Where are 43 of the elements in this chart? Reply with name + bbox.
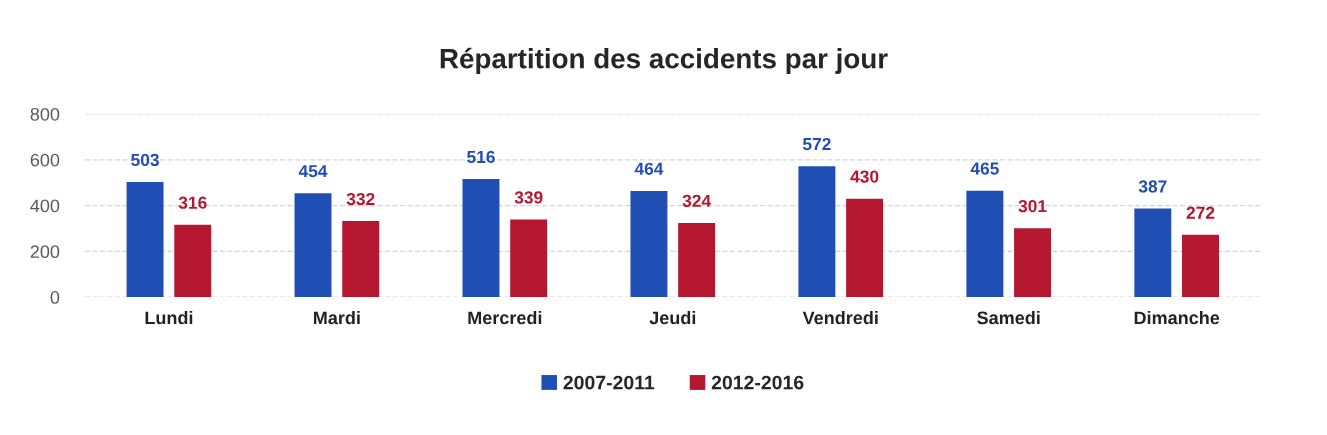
- data-label: 430: [850, 170, 879, 183]
- bar: [798, 166, 836, 298]
- y-tick-label: 0: [50, 291, 60, 304]
- legend-label: 2012-2016: [711, 375, 804, 390]
- data-label: 387: [1138, 180, 1167, 193]
- y-tick-label: 400: [30, 199, 60, 213]
- bar: [294, 193, 332, 298]
- y-tick-label: 600: [30, 153, 60, 167]
- bar: [462, 178, 500, 298]
- data-label: 324: [682, 194, 712, 208]
- x-tick-label: Dimanche: [1134, 310, 1220, 325]
- data-label: 301: [1018, 199, 1047, 213]
- bar: [510, 219, 548, 298]
- bar: [630, 190, 668, 298]
- data-label: 464: [634, 162, 664, 175]
- bar: [1134, 208, 1172, 298]
- data-label: 516: [467, 150, 495, 164]
- bar: [174, 224, 212, 298]
- x-tick-label: Mercredi: [468, 310, 542, 325]
- bar: [678, 222, 716, 298]
- y-tick-label: 200: [30, 245, 60, 259]
- bar: [846, 198, 884, 298]
- x-tick-label: Jeudi: [649, 310, 696, 325]
- x-tick-label: Samedi: [977, 310, 1040, 325]
- data-label: 465: [970, 162, 999, 175]
- data-label: 454: [298, 165, 328, 178]
- bar: [966, 190, 1004, 298]
- x-tick-label: Mardi: [314, 310, 360, 325]
- bar: [342, 221, 380, 298]
- data-label: 332: [346, 192, 375, 206]
- chart-title: Répartition des accidents par jour: [440, 47, 888, 74]
- data-label: 316: [178, 196, 207, 209]
- y-tick-label: 800: [30, 107, 60, 121]
- bar: [126, 181, 164, 298]
- legend-label: 2007-2011: [563, 375, 655, 390]
- bar: [1014, 228, 1052, 298]
- data-label: 339: [514, 191, 543, 204]
- bar: [1182, 234, 1219, 298]
- data-label: 503: [131, 153, 159, 167]
- data-label: 272: [1186, 206, 1215, 219]
- x-tick-label: Vendredi: [802, 310, 878, 325]
- x-tick-label: Lundi: [145, 310, 193, 325]
- data-label: 572: [802, 137, 831, 151]
